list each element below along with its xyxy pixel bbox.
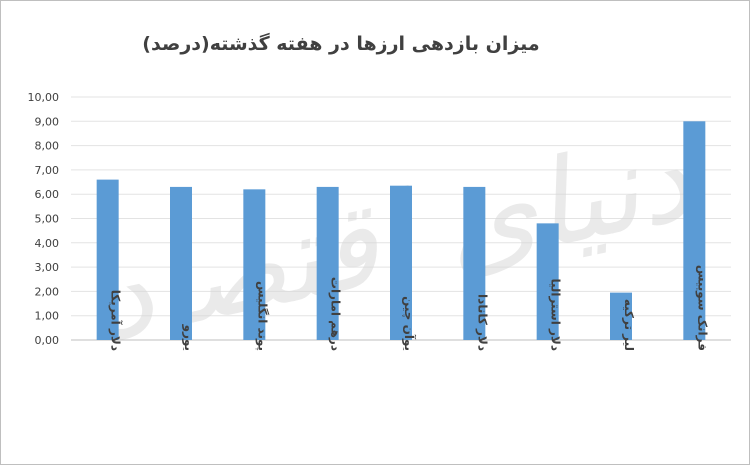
bar xyxy=(96,179,119,340)
y-axis-ticks: 0,00 1,00 2,00 3,00 4,00 5,00 6,00 7,00 8,00 9,00… xyxy=(28,91,60,347)
x-tick-label: درهم امارات xyxy=(329,277,343,351)
chart-title: میزان بازدهی ارزها در هفته گذشته(درصد) xyxy=(142,32,539,55)
x-tick-label: یوآن چین xyxy=(401,296,417,351)
bar xyxy=(170,186,192,340)
y-tick-label: 8,00 xyxy=(35,140,60,153)
x-tick-label: یورو xyxy=(181,324,196,351)
x-tick-label: دلار کانادا xyxy=(475,294,489,351)
x-tick-label: لیر ترکیه xyxy=(622,299,636,351)
y-tick-label: 0,00 xyxy=(35,334,60,347)
y-tick-label: 4,00 xyxy=(35,237,60,250)
bar xyxy=(610,292,632,340)
y-tick-label: 5,00 xyxy=(35,213,60,226)
y-tick-label: 10,00 xyxy=(28,91,60,104)
x-tick-label: پوند انگلیس xyxy=(254,281,269,351)
bar xyxy=(536,223,559,340)
bar xyxy=(683,121,706,340)
bar xyxy=(463,186,486,340)
y-tick-label: 2,00 xyxy=(35,285,60,298)
y-tick-label: 6,00 xyxy=(35,188,60,201)
bar xyxy=(316,186,339,340)
y-tick-label: 3,00 xyxy=(35,261,60,274)
x-axis-ticks: دلار آمریکا یورو پوند انگلیس درهم امارات یوآ… xyxy=(109,265,710,351)
y-tick-label: 9,00 xyxy=(35,115,60,128)
bars xyxy=(96,121,706,340)
bar xyxy=(243,189,266,340)
y-tick-label: 1,00 xyxy=(35,310,60,323)
x-tick-label: دلار آمریکا xyxy=(109,290,124,351)
bar xyxy=(390,185,412,340)
x-tick-label: دلار استرالیا xyxy=(549,279,563,351)
x-tick-label: فرانک سوییس xyxy=(694,265,709,351)
y-tick-label: 7,00 xyxy=(35,164,60,177)
